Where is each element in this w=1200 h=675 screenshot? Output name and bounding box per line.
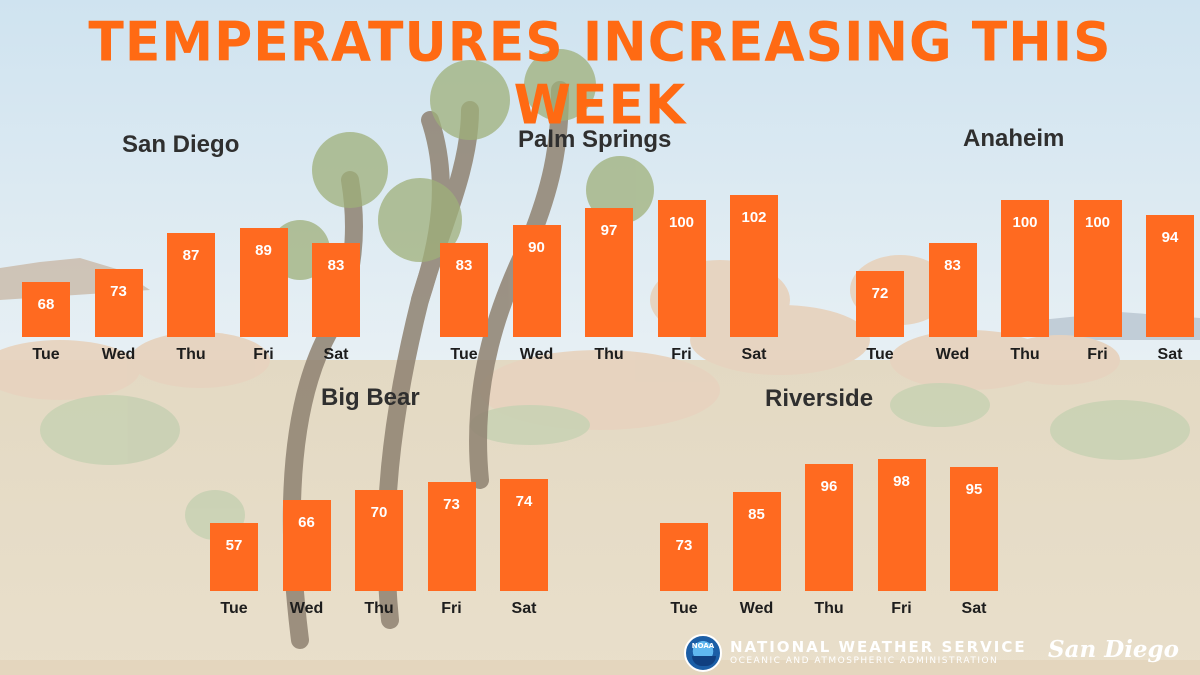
- palm-springs-day-label: Wed: [519, 346, 554, 363]
- palm-springs-day-label: Thu: [594, 346, 624, 363]
- palm-springs-day-label: Sat: [741, 346, 767, 363]
- riverside-bar-thu: [805, 464, 853, 591]
- palm-springs-value-label: 100: [668, 213, 695, 231]
- noaa-logo-text: NOAA: [691, 642, 715, 650]
- anaheim-chart-title: Anaheim: [963, 125, 1065, 152]
- riverside-day-label: Sat: [961, 600, 987, 617]
- palm-springs-bar-tue: [440, 243, 488, 337]
- anaheim-value-label: 100: [1012, 213, 1038, 231]
- palm-springs-bar-wed: [512, 225, 561, 337]
- san-diego-day-label: Fri: [253, 346, 274, 363]
- san-diego-day-label: Thu: [176, 346, 206, 363]
- san-diego-value-label: 68: [37, 295, 55, 313]
- palm-springs-value-label: 97: [600, 221, 618, 239]
- big-bear-day-label: Tue: [220, 600, 248, 617]
- palm-springs-value-label: 83: [455, 257, 473, 275]
- san-diego-day-label: Sat: [323, 346, 349, 363]
- big-bear-bar-sat: [500, 479, 548, 591]
- big-bear-bar-fri: [427, 481, 476, 591]
- riverside-day-label: Fri: [891, 600, 912, 617]
- palm-springs-day-label: Tue: [450, 346, 478, 363]
- anaheim-bar-wed: [928, 243, 977, 337]
- anaheim-value-label: 100: [1084, 213, 1111, 231]
- agency-name: NATIONAL WEATHER SERVICE: [730, 638, 1027, 656]
- san-diego-chart-title: San Diego: [122, 131, 240, 158]
- anaheim-bar-tue: [856, 271, 904, 337]
- anaheim-value-label: 94: [1161, 229, 1179, 247]
- noaa-logo: NOAA: [684, 634, 722, 672]
- san-diego-bar-fri: [239, 227, 288, 337]
- big-bear-value-label: 73: [443, 495, 460, 513]
- san-diego-day-label: Tue: [32, 346, 60, 363]
- san-diego-bar-sat: [312, 243, 360, 337]
- san-diego-value-label: 83: [327, 257, 345, 275]
- san-diego-bar-tue: [22, 281, 70, 337]
- big-bear-value-label: 57: [225, 536, 243, 554]
- anaheim-day-label: Sat: [1157, 346, 1183, 363]
- riverside-bar-wed: [732, 492, 781, 591]
- riverside-value-label: 85: [748, 506, 765, 524]
- san-diego-value-label: 73: [110, 282, 127, 300]
- riverside-value-label: 98: [893, 473, 910, 490]
- riverside-day-label: Thu: [814, 600, 844, 617]
- san-diego-day-label: Wed: [101, 346, 136, 363]
- big-bear-value-label: 70: [370, 503, 388, 521]
- riverside-value-label: 95: [965, 480, 983, 498]
- palm-springs-value-label: 90: [528, 239, 545, 257]
- riverside-value-label: 73: [675, 536, 693, 554]
- san-diego-value-label: 89: [255, 241, 272, 259]
- big-bear-bar-tue: [210, 522, 258, 591]
- san-diego-bar-thu: [167, 233, 215, 337]
- big-bear-chart-title: Big Bear: [321, 384, 420, 411]
- big-bear-value-label: 66: [298, 513, 315, 531]
- big-bear-day-label: Fri: [441, 600, 462, 617]
- riverside-day-label: Tue: [670, 600, 698, 617]
- big-bear-bar-wed: [282, 499, 331, 591]
- big-bear-day-label: Wed: [289, 600, 324, 617]
- anaheim-day-label: Thu: [1010, 346, 1040, 363]
- san-diego-value-label: 87: [182, 247, 200, 265]
- big-bear-day-label: Sat: [511, 600, 537, 617]
- riverside-chart-title: Riverside: [765, 385, 874, 412]
- palm-springs-bar-fri: [657, 199, 706, 337]
- palm-springs-value-label: 102: [741, 208, 767, 226]
- anaheim-day-label: Tue: [866, 346, 894, 363]
- riverside-bar-tue: [660, 522, 708, 591]
- big-bear-value-label: 74: [515, 493, 533, 511]
- anaheim-value-label: 72: [871, 285, 889, 303]
- riverside-value-label: 96: [820, 478, 838, 496]
- big-bear-bar-thu: [355, 489, 403, 591]
- sub-agency-name: OCEANIC AND ATMOSPHERIC ADMINISTRATION: [730, 656, 999, 666]
- riverside-day-label: Wed: [739, 600, 774, 617]
- riverside-bar-fri: [877, 459, 926, 591]
- anaheim-day-label: Wed: [935, 346, 970, 363]
- anaheim-bar-sat: [1146, 215, 1194, 337]
- anaheim-bar-fri: [1073, 199, 1122, 337]
- anaheim-bar-thu: [1001, 199, 1049, 337]
- office-name: San Diego: [1048, 636, 1179, 663]
- riverside-bar-sat: [950, 466, 998, 591]
- palm-springs-bar-thu: [585, 207, 633, 337]
- anaheim-value-label: 83: [944, 257, 961, 275]
- anaheim-day-label: Fri: [1087, 346, 1108, 363]
- palm-springs-bar-sat: [730, 194, 778, 337]
- san-diego-bar-wed: [94, 268, 143, 337]
- big-bear-day-label: Thu: [364, 600, 394, 617]
- palm-springs-day-label: Fri: [671, 346, 692, 363]
- palm-springs-chart-title: Palm Springs: [518, 126, 672, 153]
- page-title: Temperatures Increasing This Week: [88, 11, 1112, 137]
